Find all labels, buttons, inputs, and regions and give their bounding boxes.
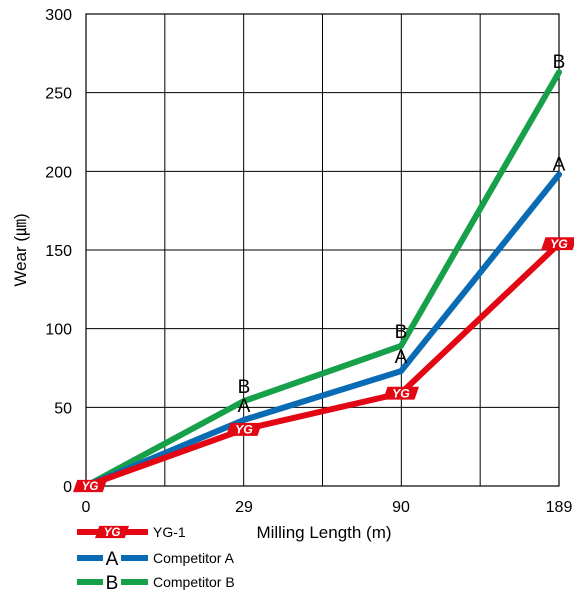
legend: YG YG-1 A Competitor A B Competitor B (77, 524, 235, 594)
yg-logo-icon: YG (95, 525, 129, 539)
marker-b: B (395, 322, 408, 343)
yg-logo-text: YG (82, 480, 99, 493)
x-tick-label: 90 (392, 499, 410, 516)
y-tick-label: 200 (45, 164, 72, 181)
marker-a: A (238, 396, 251, 417)
legend-marker-bg (103, 573, 121, 591)
y-tick-label: 0 (63, 479, 72, 496)
yg-logo-icon: YG (383, 386, 419, 400)
yg-logo-badge (73, 479, 107, 493)
series-line-competitor-b (83, 69, 562, 489)
x-axis-label: Milling Length (m) (256, 523, 391, 542)
legend-label: Competitor A (153, 550, 235, 566)
yg-logo-icon: YG (226, 423, 262, 437)
yg-logo-icon: YG (541, 237, 574, 251)
legend-item: A Competitor A (77, 549, 235, 570)
marker-b: B (238, 377, 251, 398)
yg-logo-text: YG (392, 386, 410, 400)
yg-logo-badge (95, 525, 129, 539)
marker-b: B (553, 52, 566, 73)
legend-marker-a: A (106, 549, 119, 570)
x-tick-label: 29 (235, 499, 253, 516)
yg-logo-text: YG (550, 237, 568, 251)
x-tick-label: 0 (82, 499, 91, 516)
legend-item: YG YG-1 (77, 524, 186, 540)
yg-logo-text: YG (235, 423, 253, 437)
legend-marker-b: B (106, 573, 119, 594)
grid (85, 13, 560, 487)
series-lines (83, 69, 562, 489)
y-tick-label: 300 (45, 7, 72, 24)
y-tick-label: 50 (54, 400, 72, 417)
yg-logo-badge (383, 386, 419, 400)
series-line-yg-1 (83, 240, 562, 489)
y-axis-label: Wear (㎛) (11, 213, 31, 286)
y-tick-label: 250 (45, 86, 72, 103)
yg-logo-badge (226, 422, 262, 436)
y-axis-ticks: 0 50 100 150 200 250 300 (45, 7, 72, 496)
legend-marker-bg (103, 549, 121, 567)
yg-logo-text: YG (104, 526, 121, 539)
yg-logo-badge (541, 237, 574, 251)
x-axis-ticks: 0 29 90 189 (82, 499, 573, 516)
y-tick-label: 100 (45, 322, 72, 339)
marker-a: A (553, 154, 566, 175)
legend-label: YG-1 (153, 524, 186, 540)
legend-label: Competitor B (153, 574, 235, 590)
yg-logo-icon: YG (73, 479, 107, 493)
x-tick-label: 189 (546, 499, 573, 516)
series-line-competitor-a (83, 171, 562, 489)
legend-item: B Competitor B (77, 573, 235, 594)
y-tick-label: 150 (45, 243, 72, 260)
marker-a: A (395, 347, 408, 368)
